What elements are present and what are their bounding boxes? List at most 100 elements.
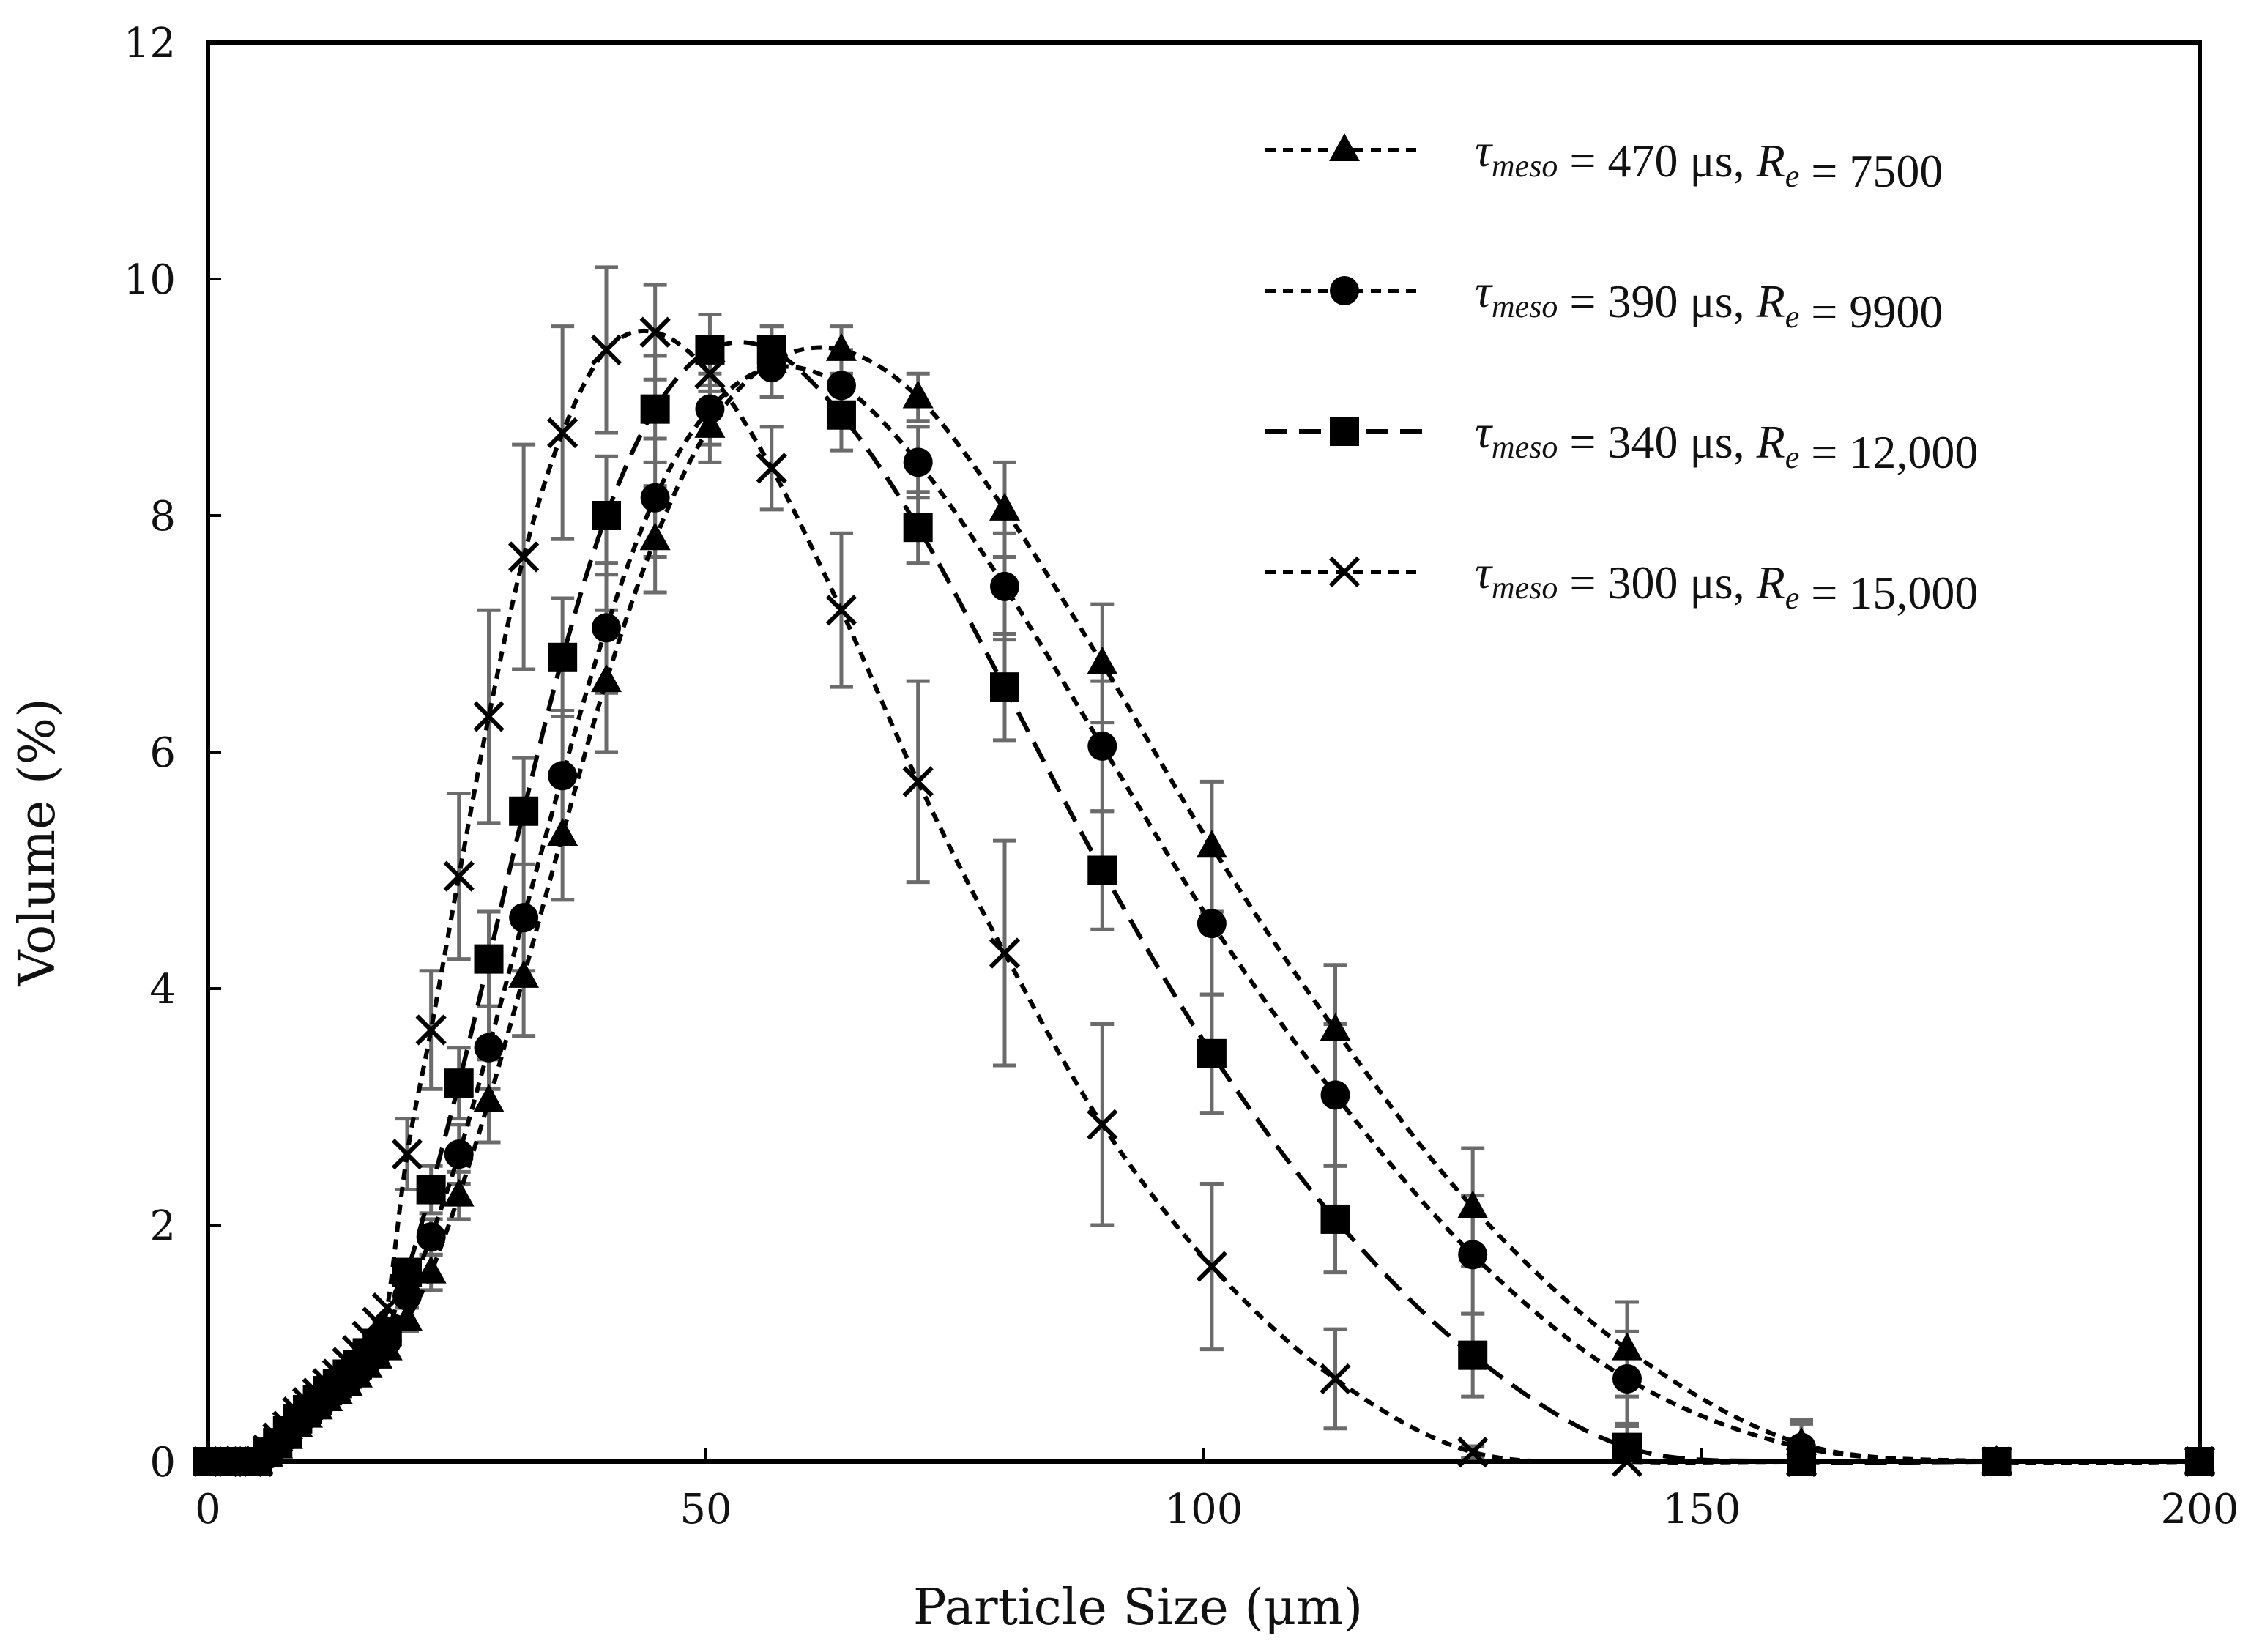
y-axis-title: Volume (%) <box>9 698 67 986</box>
x-tick-label: 200 <box>2161 1486 2239 1533</box>
data-point <box>473 1084 505 1112</box>
data-point <box>1612 1332 1642 1361</box>
x-tick-label: 50 <box>680 1486 732 1533</box>
data-point <box>590 334 622 366</box>
legend-item-2: τmeso = 390 μs, Re = 9900 <box>1265 265 1943 338</box>
data-point <box>1320 1080 1350 1110</box>
data-point <box>825 595 857 626</box>
data-point <box>416 1222 446 1252</box>
legend-marker <box>1330 417 1359 446</box>
data-point <box>1087 855 1117 885</box>
data-point <box>392 1281 422 1311</box>
legend: τmeso = 470 μs, Re = 7500 τmeso = 390 μs,… <box>1265 124 1978 619</box>
data-point <box>443 1178 475 1207</box>
data-point <box>474 944 504 974</box>
data-point <box>695 335 725 365</box>
data-point <box>902 766 934 797</box>
data-point <box>2184 1446 2216 1478</box>
data-point <box>640 394 670 424</box>
series-line-3 <box>208 340 2200 1465</box>
data-point <box>547 818 578 847</box>
data-point <box>639 316 671 348</box>
series-line-1 <box>208 345 2200 1465</box>
data-point <box>1981 1446 2012 1478</box>
legend-marker <box>1329 133 1360 161</box>
data-point <box>990 672 1019 702</box>
data-point <box>826 400 856 430</box>
x-axis-title: Particle Size (μm) <box>913 1579 1363 1637</box>
data-point <box>640 483 670 513</box>
data-point <box>341 1335 373 1366</box>
data-point <box>1320 1363 1351 1395</box>
data-point <box>548 761 578 791</box>
data-point <box>1458 1340 1488 1370</box>
x-tick-label: 0 <box>195 1486 221 1533</box>
data-point <box>474 1032 504 1063</box>
x-tick-label: 150 <box>1663 1486 1741 1533</box>
data-point <box>1087 646 1118 674</box>
data-point <box>1457 1436 1489 1468</box>
data-point <box>826 371 856 401</box>
legend-item-4: τmeso = 300 μs, Re = 15,000 <box>1265 546 1978 619</box>
data-point <box>444 1068 474 1098</box>
data-point <box>1458 1240 1488 1270</box>
data-point <box>1087 1109 1118 1140</box>
data-point <box>591 664 622 693</box>
data-point <box>1612 1363 1642 1394</box>
data-point <box>1612 1432 1642 1462</box>
legend-label: τmeso = 340 μs, Re = 12,000 <box>1475 406 1978 478</box>
data-point <box>639 522 671 551</box>
data-point <box>392 1257 422 1287</box>
legend-marker <box>1330 276 1359 305</box>
data-point <box>1196 830 1227 858</box>
data-point <box>473 701 505 732</box>
y-tick-label: 2 <box>149 1202 176 1250</box>
y-axis-ticks: 0 2 4 6 8 10 12 <box>124 20 221 1487</box>
data-point <box>1196 1251 1228 1282</box>
data-point <box>694 409 726 438</box>
x-tick-label: 100 <box>1165 1486 1243 1533</box>
data-point <box>371 1292 403 1324</box>
data-point <box>443 860 475 892</box>
series-markers <box>192 316 2216 1478</box>
data-point <box>362 1306 393 1338</box>
data-point <box>391 1138 423 1170</box>
y-tick-label: 8 <box>149 493 176 540</box>
data-point <box>989 937 1021 969</box>
y-tick-label: 6 <box>149 729 176 777</box>
data-point <box>990 571 1019 601</box>
data-point <box>232 1446 264 1478</box>
data-point <box>351 1320 383 1352</box>
y-tick-label: 4 <box>149 966 176 1013</box>
data-point <box>1197 909 1227 939</box>
x-axis-ticks: 0 50 100 150 200 <box>195 1448 2239 1533</box>
data-point <box>903 447 933 477</box>
data-point <box>548 642 578 672</box>
data-point <box>444 1139 474 1169</box>
data-point <box>1197 1038 1227 1068</box>
data-point <box>1611 1446 1643 1478</box>
data-point <box>902 380 934 409</box>
series-lines <box>208 328 2200 1465</box>
data-point <box>547 417 578 449</box>
legend-marker <box>1328 556 1361 588</box>
data-point <box>507 541 540 573</box>
y-tick-label: 0 <box>149 1439 176 1487</box>
data-point <box>272 1410 303 1442</box>
data-point <box>756 453 787 484</box>
data-point <box>509 796 539 826</box>
legend-label: τmeso = 470 μs, Re = 7500 <box>1475 124 1943 197</box>
data-point <box>508 959 540 988</box>
data-point <box>416 1175 446 1205</box>
y-tick-label: 10 <box>124 256 176 304</box>
data-point <box>694 358 726 390</box>
data-point <box>1087 731 1117 761</box>
legend-label: τmeso = 390 μs, Re = 9900 <box>1475 265 1943 338</box>
data-point <box>1320 1204 1350 1234</box>
series-line-4 <box>208 328 2200 1465</box>
data-point <box>592 613 621 643</box>
data-point <box>415 1255 447 1284</box>
data-point <box>415 1014 447 1046</box>
legend-item-3: τmeso = 340 μs, Re = 12,000 <box>1265 406 1978 478</box>
